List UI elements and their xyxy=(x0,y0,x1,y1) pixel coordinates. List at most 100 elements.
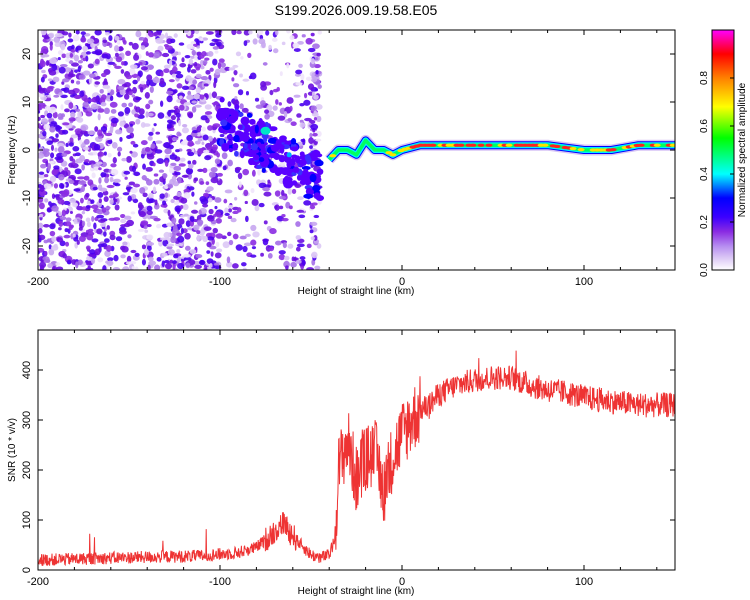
spectrogram-point xyxy=(159,100,164,107)
spectrogram-point xyxy=(94,58,100,65)
spectrogram-point xyxy=(309,145,313,149)
spectrogram-point xyxy=(244,233,251,237)
spectrogram-point xyxy=(261,167,266,173)
spectrogram-point xyxy=(184,55,191,59)
spectrogram-point xyxy=(78,139,83,145)
spectrogram-point xyxy=(278,102,282,106)
spectrogram-point xyxy=(316,168,324,175)
spectrogram-point xyxy=(231,263,239,269)
spectrogram-point xyxy=(169,154,178,160)
spectrogram-point xyxy=(40,76,45,83)
spectrogram-point xyxy=(224,66,231,71)
spectrogram-point xyxy=(61,53,67,59)
spectrogram-point xyxy=(296,209,305,213)
spectrogram-point xyxy=(214,197,222,203)
spectrogram-point xyxy=(157,112,165,119)
spectrogram-point xyxy=(113,254,119,262)
spectrogram-point xyxy=(283,255,290,261)
spectrogram-point xyxy=(226,261,233,268)
spectrogram-point xyxy=(57,56,61,61)
spectrogram-point xyxy=(158,169,165,173)
spectrogram-point xyxy=(83,175,90,181)
spectrogram-point xyxy=(48,248,55,256)
spectrogram-point xyxy=(309,221,318,227)
spectrogram-point xyxy=(54,156,63,161)
spectrogram-point xyxy=(107,61,116,65)
spectrogram-point xyxy=(82,57,87,62)
spectrogram-point xyxy=(313,214,320,219)
spectrogram-point xyxy=(178,163,186,167)
spectrogram-point xyxy=(57,50,64,55)
spectrogram-point xyxy=(276,86,280,92)
spectrogram-point xyxy=(190,216,195,223)
spectrogram-point xyxy=(274,240,282,246)
spectrogram-point xyxy=(243,130,250,138)
spectrogram-point xyxy=(120,254,126,259)
spectrogram-point xyxy=(87,228,94,233)
spectrogram-point xyxy=(135,96,142,101)
spectrogram-point xyxy=(53,165,60,170)
spectrogram-point xyxy=(74,168,82,175)
spectrogram-point xyxy=(206,258,214,265)
spectrogram-point xyxy=(71,202,79,208)
spectrogram-point xyxy=(316,52,321,57)
ridge-hotspot xyxy=(505,143,513,147)
spectrogram-point xyxy=(249,118,256,125)
spectrogram-point xyxy=(140,80,146,85)
spectrogram-point xyxy=(63,234,71,239)
spectrogram-point xyxy=(70,134,78,139)
spectrogram-point xyxy=(72,105,77,110)
spectrogram-point xyxy=(175,149,180,153)
spectrogram-point xyxy=(289,146,299,151)
spectrogram-point xyxy=(207,51,214,57)
spectrogram-point xyxy=(296,243,305,248)
spectrogram-point xyxy=(58,173,65,181)
spectrogram-point xyxy=(181,127,189,134)
spectrogram-point xyxy=(38,171,45,175)
spectrogram-point xyxy=(105,206,111,210)
spectrogram-point xyxy=(205,31,214,35)
spectrogram-point xyxy=(85,245,91,251)
ridge-hotspot xyxy=(653,143,661,147)
spectrogram-point xyxy=(65,52,71,59)
spectrogram-point xyxy=(215,241,220,248)
spectrogram-point xyxy=(272,48,279,54)
spectrogram-point xyxy=(146,79,151,86)
spectrogram-point xyxy=(50,152,55,159)
ridge-hotspot xyxy=(485,143,493,147)
spectrogram-point xyxy=(130,193,137,200)
spectrogram-point xyxy=(248,30,253,35)
spectrogram-point xyxy=(202,134,209,141)
spectrogram-point xyxy=(283,177,289,185)
ridge-hotspot xyxy=(429,143,437,147)
spectrogram-point xyxy=(43,49,48,55)
spectrogram-point xyxy=(85,192,90,198)
spectrogram-point xyxy=(191,49,196,56)
spectrogram-point xyxy=(115,129,123,135)
spectrogram-point xyxy=(208,208,214,215)
spectrogram-point xyxy=(113,63,117,67)
spectrogram-point xyxy=(295,259,302,264)
spectrogram-point xyxy=(187,112,194,119)
spectrogram-point xyxy=(60,94,68,99)
spectrogram-point xyxy=(301,165,311,171)
spectrogram-point xyxy=(57,198,65,205)
spectrogram-point xyxy=(232,210,239,215)
spectrogram-point xyxy=(200,115,208,121)
spectrogram-point xyxy=(119,88,126,96)
spectrogram-point xyxy=(138,211,146,218)
spectrogram-point xyxy=(139,187,146,194)
spectrogram-point xyxy=(68,32,72,38)
spectrogram-point xyxy=(115,56,123,63)
spectrogram-point xyxy=(172,224,178,232)
ridge-hotspot xyxy=(329,154,337,158)
spectrogram-point xyxy=(160,71,164,77)
spectrogram-point xyxy=(73,94,82,99)
spectrogram-point xyxy=(125,74,132,80)
spectrogram-point xyxy=(134,266,139,270)
spectrogram-point xyxy=(204,104,212,110)
spectrogram-point xyxy=(85,205,91,209)
spectrogram-point xyxy=(79,55,83,59)
spectrogram-point xyxy=(252,231,260,238)
spectrogram-point xyxy=(140,66,149,71)
